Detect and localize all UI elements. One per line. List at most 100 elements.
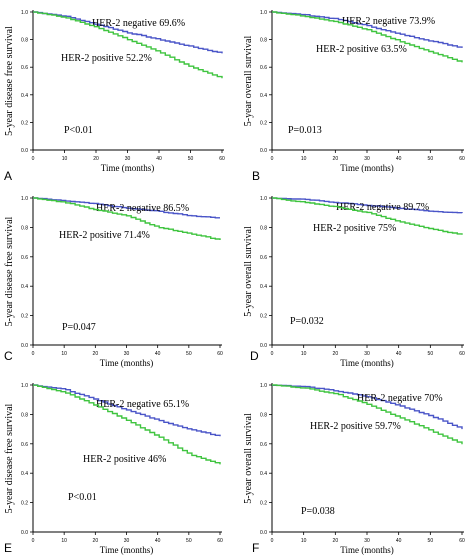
y-axis-label-E: 5-year disease free survival [4,403,15,513]
x-tick-label-E: 60 [217,538,223,544]
x-tick-label-B: 60 [459,156,465,162]
y-tick-label-E: 0.4 [21,471,28,477]
y-tick-label-D: 0.8 [260,225,267,231]
panel-letter-A: A [4,169,12,183]
y-tick-label-A: 0.6 [21,65,28,71]
y-tick-label-A: 0.2 [21,120,28,126]
y-tick-label-B: 0.2 [260,120,267,126]
positive-curve-F [272,384,463,445]
y-tick-label-F: 1.0 [260,383,267,389]
negative-curve-C [33,197,220,219]
x-tick-label-B: 30 [364,156,370,162]
y-tick-label-B: 0.0 [260,148,267,154]
positive-label-F: HER-2 positive 59.7% [310,421,401,432]
p-value-C: P=0.047 [62,322,96,333]
y-axis-label-C: 5-year disease free survival [4,216,15,326]
positive-label-C: HER-2 positive 71.4% [59,230,150,241]
positive-curve-E [33,384,221,465]
x-tick-label-C: 40 [155,351,161,357]
y-tick-label-C: 0.6 [21,255,28,261]
x-tick-label-A: 40 [156,156,162,162]
y-axis-label-B: 5-year overall survival [243,36,254,127]
negative-curve-A [33,11,223,54]
negative-curve-F [272,384,463,430]
y-tick-label-D: 0.4 [260,284,267,290]
x-tick-label-D: 50 [428,351,434,357]
positive-curve-B [272,11,463,63]
y-tick-label-A: 0.4 [21,93,28,99]
y-tick-label-A: 0.0 [21,148,28,154]
y-tick-label-C: 0.8 [21,225,28,231]
positive-curve-C [33,197,221,240]
x-tick-label-B: 0 [271,156,274,162]
x-tick-label-A: 10 [62,156,68,162]
x-tick-label-F: 10 [301,538,307,544]
x-tick-label-F: 30 [364,538,370,544]
x-tick-label-C: 0 [32,351,35,357]
x-tick-label-D: 30 [364,351,370,357]
y-tick-label-C: 1.0 [21,196,28,202]
positive-label-E: HER-2 positive 46% [83,454,166,465]
y-tick-label-C: 0.2 [21,314,28,320]
panel-letter-F: F [252,541,259,555]
y-tick-label-D: 0.0 [260,343,267,349]
x-tick-label-C: 50 [186,351,192,357]
x-tick-label-D: 20 [333,351,339,357]
p-value-A: P<0.01 [64,125,93,136]
x-tick-label-A: 20 [93,156,99,162]
y-tick-label-F: 0.8 [260,412,267,418]
y-tick-label-E: 0.2 [21,501,28,507]
negative-label-D: HER-2 negative 89.7% [336,202,429,213]
x-tick-label-D: 10 [301,351,307,357]
x-tick-label-B: 20 [333,156,339,162]
x-axis-label-D: Time (months) [340,358,393,368]
x-tick-label-A: 60 [219,156,225,162]
p-value-B: P=0.013 [288,125,322,136]
y-tick-label-D: 1.0 [260,196,267,202]
x-tick-label-F: 50 [428,538,434,544]
negative-curve-B [272,11,463,48]
x-tick-label-E: 0 [32,538,35,544]
x-axis-label-B: Time (months) [340,163,393,173]
y-tick-label-F: 0.2 [260,501,267,507]
y-tick-label-E: 0.8 [21,412,28,418]
y-tick-label-D: 0.2 [260,314,267,320]
negative-label-B: HER-2 negative 73.9% [342,16,435,27]
negative-label-A: HER-2 negative 69.6% [92,18,185,29]
x-tick-label-E: 40 [155,538,161,544]
positive-label-B: HER-2 positive 63.5% [316,44,407,55]
y-tick-label-D: 0.6 [260,255,267,261]
y-tick-label-C: 0.0 [21,343,28,349]
negative-curve-D [272,197,463,214]
y-tick-label-A: 0.8 [21,38,28,44]
x-tick-label-B: 50 [428,156,434,162]
panel-letter-E: E [4,541,12,555]
x-tick-label-F: 20 [333,538,339,544]
p-value-D: P=0.032 [290,316,324,327]
negative-label-C: HER-2 negative 86.5% [96,203,189,214]
x-tick-label-D: 60 [459,351,465,357]
y-tick-label-E: 0.0 [21,530,28,536]
x-tick-label-F: 0 [271,538,274,544]
y-axis-label-F: 5-year overall survival [243,413,254,504]
x-tick-label-B: 10 [301,156,307,162]
y-tick-label-F: 0.6 [260,442,267,448]
x-tick-label-E: 10 [61,538,67,544]
x-tick-label-E: 30 [124,538,130,544]
x-tick-label-A: 30 [125,156,131,162]
x-tick-label-D: 40 [396,351,402,357]
y-tick-label-B: 0.8 [260,38,267,44]
y-tick-label-B: 1.0 [260,10,267,16]
negative-label-E: HER-2 negative 65.1% [96,399,189,410]
y-tick-label-C: 0.4 [21,284,28,290]
x-axis-label-C: Time (months) [100,358,153,368]
p-value-E: P<0.01 [68,492,97,503]
x-tick-label-E: 50 [186,538,192,544]
x-tick-label-C: 10 [61,351,67,357]
y-axis-label-A: 5-year disease free survival [4,26,15,136]
x-tick-label-C: 60 [217,351,223,357]
positive-curve-A [33,11,223,79]
panel-letter-D: D [250,349,259,363]
x-tick-label-C: 20 [93,351,99,357]
